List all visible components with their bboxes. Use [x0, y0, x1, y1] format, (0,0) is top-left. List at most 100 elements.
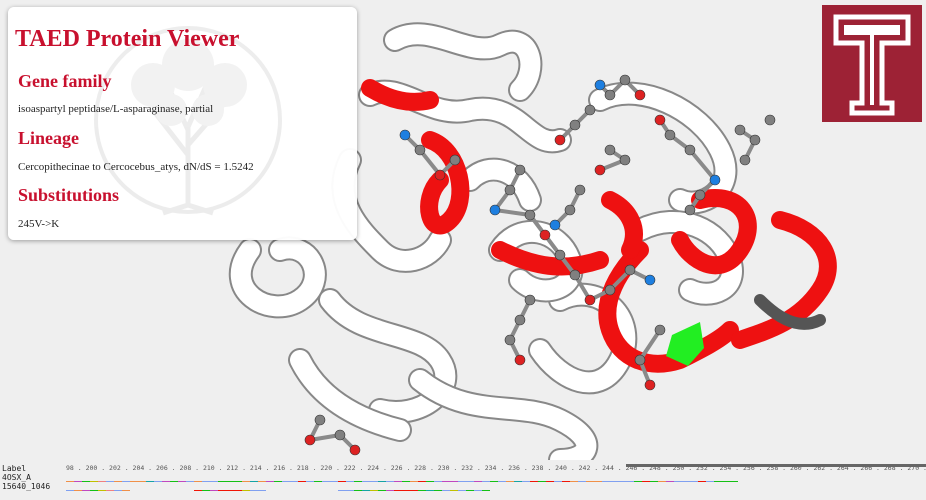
residue-cell[interactable]: G: [658, 481, 666, 482]
residue-cell[interactable]: T: [202, 490, 210, 491]
residue-cell[interactable]: V: [682, 481, 690, 482]
residue-cell[interactable]: D: [82, 490, 90, 491]
residue-cell[interactable]: -: [498, 490, 506, 491]
residue-cell[interactable]: L: [250, 490, 258, 491]
residue-cell[interactable]: L: [290, 481, 298, 482]
residue-cell[interactable]: F: [370, 481, 378, 482]
residue-cell[interactable]: -: [562, 490, 570, 491]
residue-cell[interactable]: -: [642, 490, 650, 491]
residue-cell[interactable]: S: [482, 490, 490, 491]
residue-cell[interactable]: -: [146, 490, 154, 491]
residue-cell[interactable]: G: [114, 481, 122, 482]
residue-cell[interactable]: L: [258, 490, 266, 491]
residue-cell[interactable]: -: [730, 490, 738, 491]
residue-cell[interactable]: S: [274, 481, 282, 482]
residue-cell[interactable]: -: [138, 490, 146, 491]
residue-cell[interactable]: P: [370, 490, 378, 491]
residue-cell[interactable]: E: [442, 481, 450, 482]
residue-cell[interactable]: I: [66, 490, 74, 491]
residue-cell[interactable]: -: [714, 490, 722, 491]
residue-cell[interactable]: -: [634, 490, 642, 491]
residue-cell[interactable]: T: [714, 481, 722, 482]
residue-cell[interactable]: L: [346, 481, 354, 482]
residue-cell[interactable]: D: [178, 481, 186, 482]
residue-cell[interactable]: -: [274, 490, 282, 491]
residue-cell[interactable]: T: [90, 490, 98, 491]
residue-cell[interactable]: -: [682, 490, 690, 491]
residue-cell[interactable]: R: [546, 481, 554, 482]
residue-cell[interactable]: S: [634, 481, 642, 482]
residue-cell[interactable]: E: [266, 481, 274, 482]
residue-cell[interactable]: -: [330, 490, 338, 491]
residue-cell[interactable]: N: [170, 481, 178, 482]
residue-cell[interactable]: -: [530, 490, 538, 491]
residue-cell[interactable]: G: [122, 490, 130, 491]
residue-cell[interactable]: V: [114, 490, 122, 491]
residue-cell[interactable]: T: [426, 481, 434, 482]
residue-cell[interactable]: L: [578, 481, 586, 482]
residue-cell[interactable]: L: [474, 490, 482, 491]
residue-cell[interactable]: Y: [426, 490, 434, 491]
residue-cell[interactable]: S: [434, 490, 442, 491]
residue-cell[interactable]: -: [626, 490, 634, 491]
residue-cell[interactable]: M: [522, 481, 530, 482]
residue-cell[interactable]: G: [138, 481, 146, 482]
residue-cell[interactable]: -: [546, 490, 554, 491]
residue-cell[interactable]: -: [154, 490, 162, 491]
residue-cell[interactable]: H: [378, 481, 386, 482]
residue-cell[interactable]: -: [554, 490, 562, 491]
residue-cell[interactable]: -: [162, 490, 170, 491]
protein-structure-viewport[interactable]: [0, 0, 926, 460]
residue-cell[interactable]: -: [698, 490, 706, 491]
residue-cell[interactable]: C: [98, 481, 106, 482]
residue-cell[interactable]: L: [482, 481, 490, 482]
residue-cell[interactable]: -: [314, 490, 322, 491]
residue-cell[interactable]: A: [122, 481, 130, 482]
residue-cell[interactable]: V: [210, 481, 218, 482]
residue-cell[interactable]: D: [74, 481, 82, 482]
residue-cell[interactable]: G: [594, 481, 602, 482]
residue-cell[interactable]: I: [186, 481, 194, 482]
residue-cell[interactable]: V: [306, 481, 314, 482]
residue-cell[interactable]: E: [450, 481, 458, 482]
residue-cell[interactable]: T: [226, 481, 234, 482]
residue-cell[interactable]: V: [626, 481, 634, 482]
residue-cell[interactable]: -: [490, 490, 498, 491]
sequence-alignment-panel[interactable]: Label 4OSX_A 15640_1046 98 . 200 . 202 .…: [0, 460, 926, 500]
residue-cell[interactable]: I: [386, 481, 394, 482]
residue-cell[interactable]: T: [234, 481, 242, 482]
residue-cell[interactable]: S: [218, 481, 226, 482]
residue-cell[interactable]: -: [722, 490, 730, 491]
residue-cell[interactable]: -: [690, 490, 698, 491]
residue-cell[interactable]: C: [106, 490, 114, 491]
sequence-row-15640[interactable]: IGDTPCVG--------RTEKKKPLL---------LFSHPQ…: [66, 482, 926, 491]
residue-cell[interactable]: -: [178, 490, 186, 491]
residue-cell[interactable]: T: [354, 481, 362, 482]
residue-cell[interactable]: K: [410, 490, 418, 491]
residue-cell[interactable]: E: [386, 490, 394, 491]
residue-cell[interactable]: -: [618, 490, 626, 491]
residue-cell[interactable]: S: [538, 481, 546, 482]
residue-cell[interactable]: -: [538, 490, 546, 491]
residue-cell[interactable]: L: [322, 481, 330, 482]
residue-cell[interactable]: I: [610, 481, 618, 482]
residue-cell[interactable]: -: [322, 490, 330, 491]
sequence-label-1[interactable]: 4OSX_A: [2, 473, 31, 482]
residue-cell[interactable]: D: [474, 481, 482, 482]
residue-cell[interactable]: -: [170, 490, 178, 491]
residue-cell[interactable]: L: [362, 481, 370, 482]
residue-cell[interactable]: Q: [378, 490, 386, 491]
residue-cell[interactable]: H: [362, 490, 370, 491]
residue-cell[interactable]: P: [98, 490, 106, 491]
residue-cell[interactable]: T: [730, 481, 738, 482]
residue-cell[interactable]: -: [602, 490, 610, 491]
residue-cell[interactable]: K: [298, 481, 306, 482]
residue-cell[interactable]: A: [330, 481, 338, 482]
residue-cell[interactable]: Y: [146, 481, 154, 482]
residue-cell[interactable]: F: [346, 490, 354, 491]
residue-cell[interactable]: V: [554, 481, 562, 482]
residue-cell[interactable]: -: [570, 490, 578, 491]
residue-cell[interactable]: -: [186, 490, 194, 491]
residue-cell[interactable]: -: [650, 490, 658, 491]
residue-cell[interactable]: -: [586, 490, 594, 491]
